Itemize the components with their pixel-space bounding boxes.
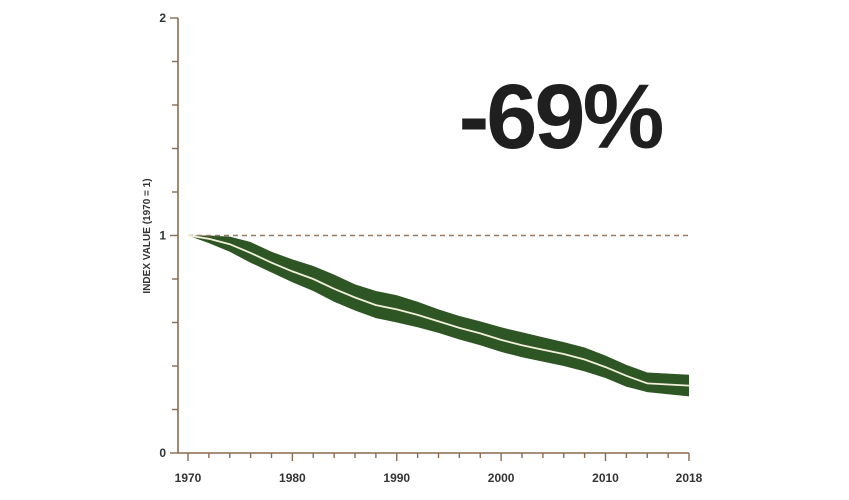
y-axis-label: INDEX VALUE (1970 = 1)	[142, 178, 153, 293]
x-tick-label: 1990	[383, 471, 410, 485]
x-tick-label: 2018	[676, 471, 703, 485]
x-tick-label: 2010	[592, 471, 619, 485]
y-tick-label: 2	[159, 11, 166, 25]
axes	[170, 17, 690, 461]
x-tick-label: 1980	[279, 471, 306, 485]
y-tick-label: 1	[159, 229, 166, 243]
x-tick-label: 1970	[175, 471, 202, 485]
change-annotation: -69%	[459, 66, 663, 168]
tick-labels: 0 1 2 1970 1980 1990 2000 2010 2018	[159, 11, 702, 485]
confidence-band	[188, 235, 689, 397]
index-mean-line	[187, 234, 690, 387]
mean-line-layer	[187, 234, 690, 387]
x-tick-label: 2000	[488, 471, 515, 485]
confidence-band-layer	[188, 235, 689, 397]
y-tick-label: 0	[159, 446, 166, 460]
